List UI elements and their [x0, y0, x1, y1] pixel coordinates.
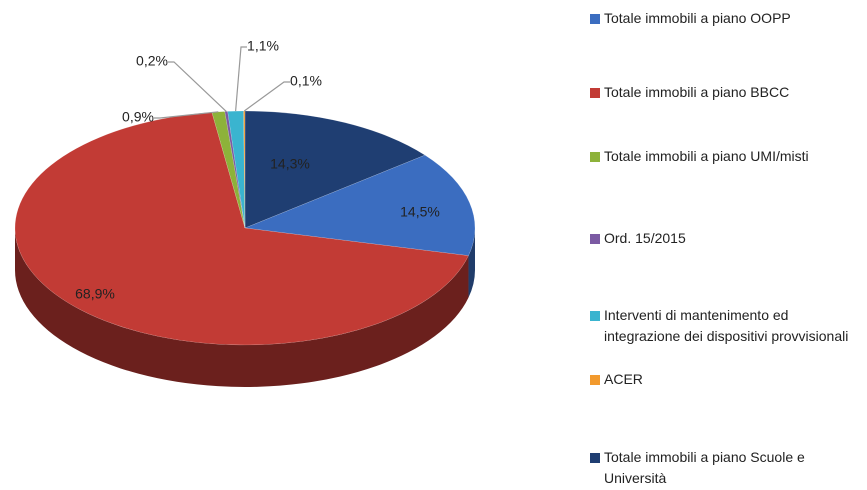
legend-item: Ord. 15/2015: [590, 228, 854, 249]
slice: [14, 111, 469, 346]
legend-label: Ord. 15/2015: [604, 230, 686, 246]
legend-label: ACER: [604, 371, 643, 387]
leader-line: [154, 111, 219, 119]
legend-swatch: [590, 14, 600, 24]
legend-label: Totale immobili a piano UMI/misti: [604, 148, 809, 164]
legend-label: Interventi di mantenimento ed integrazio…: [604, 307, 849, 344]
legend-item: Totale immobili a piano Scuole e Univers…: [590, 447, 854, 489]
legend-swatch: [590, 234, 600, 244]
leader-line: [168, 61, 227, 112]
data-label: 14,5%: [400, 204, 440, 220]
legend-item: Totale immobili a piano OOPP: [590, 8, 854, 29]
legend-label: Totale immobili a piano OOPP: [604, 10, 791, 26]
legend-label: Totale immobili a piano BBCC: [604, 84, 790, 100]
legend-swatch: [590, 152, 600, 162]
slice-side: [15, 228, 469, 387]
legend-item: ACER: [590, 369, 854, 390]
legend-label: Totale immobili a piano Scuole e Univers…: [604, 449, 805, 486]
legend-swatch: [590, 311, 600, 321]
legend-item: Totale immobili a piano UMI/misti: [590, 146, 854, 167]
slice: [244, 154, 476, 256]
legend-swatch: [590, 453, 600, 463]
legend-item: Interventi di mantenimento ed integrazio…: [590, 305, 854, 347]
data-label: 14,3%: [270, 156, 310, 172]
data-label: 68,9%: [75, 286, 115, 302]
data-label: 0,1%: [290, 73, 322, 89]
legend-item: Totale immobili a piano BBCC: [590, 82, 854, 103]
legend-swatch: [590, 88, 600, 98]
legend-swatch: [590, 375, 600, 385]
leader-line: [235, 46, 247, 112]
data-label: 0,2%: [136, 53, 168, 69]
leader-line: [243, 81, 290, 112]
slice: [244, 110, 426, 229]
data-label: 1,1%: [247, 38, 279, 54]
data-label: 0,9%: [122, 109, 154, 125]
slice-side: [468, 228, 475, 298]
